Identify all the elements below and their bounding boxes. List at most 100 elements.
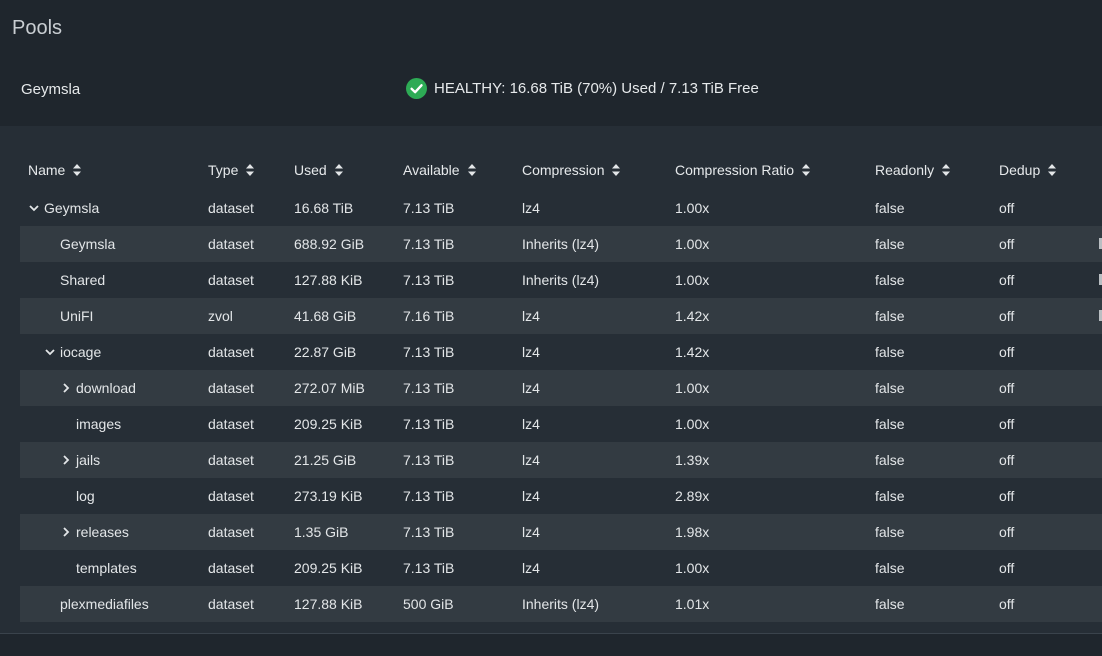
chevron-down-icon[interactable] — [44, 345, 56, 359]
chevron-down-icon[interactable] — [28, 201, 40, 215]
sort-icon[interactable] — [245, 163, 255, 177]
chevron-right-icon[interactable] — [60, 453, 72, 467]
cell-readonly: false — [875, 236, 905, 252]
table-row[interactable]: UniFI zvol 41.68 GiB 7.16 TiB lz4 1.42x false o… — [20, 298, 1102, 334]
cell-available: 7.13 TiB — [403, 488, 455, 504]
cell-type: dataset — [208, 596, 254, 612]
cell-name: log — [76, 488, 95, 504]
dataset-name: templates — [76, 560, 137, 576]
cell-compression: lz4 — [522, 452, 540, 468]
cell-used: 209.25 KiB — [294, 416, 363, 432]
dataset-name: UniFI — [60, 308, 94, 324]
cell-name: images — [76, 416, 121, 432]
cell-used: 273.19 KiB — [294, 488, 363, 504]
cell-type: dataset — [208, 560, 254, 576]
dataset-name: images — [76, 416, 122, 432]
column-header-type[interactable]: Type — [208, 162, 255, 178]
cell-name: download — [60, 380, 136, 396]
table-row[interactable]: jails dataset 21.25 GiB 7.13 TiB lz4 1.39x fal… — [20, 442, 1102, 478]
table-row[interactable]: releases dataset 1.35 GiB 7.13 TiB lz4 1.98x f… — [20, 514, 1102, 550]
cell-compression: lz4 — [522, 524, 540, 540]
cell-readonly: false — [875, 344, 905, 360]
cell-compression-ratio: 1.00x — [675, 236, 710, 252]
cell-type: zvol — [208, 308, 233, 324]
table-row[interactable]: templates dataset 209.25 KiB 7.13 TiB lz4 1.0… — [20, 550, 1102, 586]
cell-type: dataset — [208, 236, 254, 252]
cell-available: 7.13 TiB — [403, 524, 455, 540]
cell-available: 7.13 TiB — [403, 236, 455, 252]
cell-compression-ratio: 1.00x — [675, 416, 710, 432]
dataset-name: Geymsla — [60, 236, 116, 252]
cell-name: Geymsla — [28, 200, 99, 216]
table-row[interactable]: download dataset 272.07 MiB 7.13 TiB lz4 1.00… — [20, 370, 1102, 406]
cell-available: 7.13 TiB — [403, 560, 455, 576]
sort-icon[interactable] — [801, 163, 811, 177]
table-row[interactable]: iocage dataset 22.87 GiB 7.13 TiB lz4 1.42x fa… — [20, 334, 1102, 370]
column-header-available[interactable]: Available — [403, 162, 477, 178]
cell-compression-ratio: 1.00x — [675, 200, 710, 216]
table-row[interactable]: Geymsla dataset 688.92 GiB 7.13 TiB Inherits… — [20, 226, 1102, 262]
cell-type: dataset — [208, 452, 254, 468]
sort-icon[interactable] — [941, 163, 951, 177]
cell-available: 7.13 TiB — [403, 416, 455, 432]
cell-used: 41.68 GiB — [294, 308, 357, 324]
cell-dedup: off — [999, 596, 1015, 612]
cell-type: dataset — [208, 272, 254, 288]
cell-dedup: off — [999, 308, 1015, 324]
sort-icon[interactable] — [334, 163, 344, 177]
cell-used: 16.68 TiB — [294, 200, 354, 216]
cell-dedup: off — [999, 200, 1015, 216]
cell-compression-ratio: 1.98x — [675, 524, 710, 540]
column-header-name[interactable]: Name — [28, 162, 82, 178]
sort-icon[interactable] — [1047, 163, 1057, 177]
table-row[interactable]: images dataset 209.25 KiB 7.13 TiB lz4 1.00x f… — [20, 406, 1102, 442]
pool-status-text: HEALTHY: 16.68 TiB (70%) Used / 7.13 TiB… — [434, 80, 759, 97]
cell-name: iocage — [44, 344, 101, 360]
sort-icon[interactable] — [611, 163, 621, 177]
chevron-right-icon[interactable] — [60, 525, 72, 539]
table-body: Geymsla dataset 16.68 TiB 7.13 TiB lz4 1.00x f… — [20, 190, 1102, 622]
cell-used: 22.87 GiB — [294, 344, 357, 360]
column-header-compression[interactable]: Compression — [522, 162, 621, 178]
cell-readonly: false — [875, 452, 905, 468]
column-header-compression-ratio[interactable]: Compression Ratio — [675, 162, 811, 178]
datasets-panel: Name Type Used Available Compression Compress… — [0, 126, 1102, 634]
cell-used: 127.88 KiB — [294, 596, 363, 612]
table-header: Name Type Used Available Compression Compress… — [20, 152, 1102, 190]
sort-icon[interactable] — [72, 163, 82, 177]
cell-used: 1.35 GiB — [294, 524, 349, 540]
cell-compression-ratio: 1.00x — [675, 272, 710, 288]
column-header-readonly[interactable]: Readonly — [875, 162, 951, 178]
cell-dedup: off — [999, 488, 1015, 504]
column-header-dedup[interactable]: Dedup — [999, 162, 1057, 178]
column-header-label: Name — [28, 162, 66, 178]
table-row[interactable]: Geymsla dataset 16.68 TiB 7.13 TiB lz4 1.00x f… — [20, 190, 1102, 226]
cell-compression: lz4 — [522, 344, 540, 360]
chevron-right-icon[interactable] — [60, 381, 72, 395]
cell-compression-ratio: 1.39x — [675, 452, 710, 468]
table-row[interactable]: log dataset 273.19 KiB 7.13 TiB lz4 2.89x fals… — [20, 478, 1102, 514]
sort-icon[interactable] — [467, 163, 477, 177]
pool-header: Geymsla HEALTHY: 16.68 TiB (70%) Used / … — [0, 62, 1102, 122]
cell-used: 688.92 GiB — [294, 236, 365, 252]
cell-compression: Inherits (lz4) — [522, 596, 600, 612]
dataset-name: iocage — [60, 344, 102, 360]
cell-compression: Inherits (lz4) — [522, 272, 600, 288]
column-header-used[interactable]: Used — [294, 162, 344, 178]
cell-compression: lz4 — [522, 380, 540, 396]
dataset-name: Shared — [60, 272, 106, 288]
cell-readonly: false — [875, 200, 905, 216]
dataset-name: jails — [76, 452, 101, 468]
table-row[interactable]: plexmediafiles dataset 127.88 KiB 500 GiB In… — [20, 586, 1102, 622]
cell-type: dataset — [208, 344, 254, 360]
cell-readonly: false — [875, 560, 905, 576]
table-row[interactable]: Shared dataset 127.88 KiB 7.13 TiB Inherits … — [20, 262, 1102, 298]
column-header-label: Type — [208, 162, 239, 178]
cell-type: dataset — [208, 416, 254, 432]
dataset-name: download — [76, 380, 136, 396]
cell-dedup: off — [999, 524, 1015, 540]
cell-name: UniFI — [60, 308, 93, 324]
dataset-name: log — [76, 488, 95, 504]
column-header-label: Compression — [522, 162, 605, 178]
cell-compression-ratio: 1.42x — [675, 344, 710, 360]
